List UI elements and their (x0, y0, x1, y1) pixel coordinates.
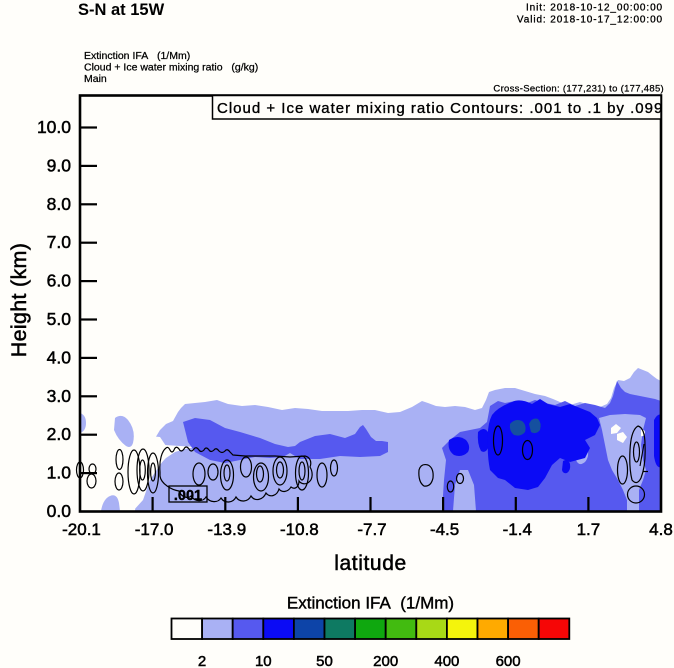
svg-text:-7.7: -7.7 (357, 520, 386, 539)
svg-text:2: 2 (198, 653, 206, 668)
svg-text:4.0: 4.0 (47, 347, 72, 367)
svg-text:Init: 2018-10-12_00:00:00: Init: 2018-10-12_00:00:00 (526, 3, 663, 14)
svg-text:8.0: 8.0 (47, 194, 72, 214)
svg-text:-13.9: -13.9 (207, 520, 246, 539)
svg-text:Main: Main (84, 73, 107, 85)
svg-text:10.0: 10.0 (37, 117, 71, 137)
svg-text:S-N at 15W: S-N at 15W (78, 1, 165, 19)
svg-text:0.0: 0.0 (47, 501, 72, 521)
svg-text:400: 400 (434, 653, 459, 668)
svg-text:200: 200 (373, 653, 398, 668)
svg-text:7.0: 7.0 (47, 232, 72, 252)
svg-text:-4.5: -4.5 (430, 520, 459, 539)
svg-text:1.7: 1.7 (577, 520, 601, 539)
svg-text:Valid: 2018-10-17_12:00:00: Valid: 2018-10-17_12:00:00 (517, 15, 663, 26)
svg-text:Height (km): Height (km) (7, 243, 31, 357)
svg-text:latitude: latitude (334, 552, 407, 575)
svg-text:-17.0: -17.0 (135, 520, 174, 539)
svg-text:Extinction IFA (1/Mm): Extinction IFA (1/Mm) (287, 594, 454, 613)
svg-text:50: 50 (316, 653, 333, 668)
svg-text:6.0: 6.0 (47, 271, 72, 291)
svg-text:Extinction IFA (1/Mm): Extinction IFA (1/Mm) (84, 50, 190, 62)
svg-text:-1.4: -1.4 (503, 520, 532, 539)
svg-text:Cloud + Ice water mixing ratio: Cloud + Ice water mixing ratio Contours:… (217, 100, 663, 117)
svg-text:.001: .001 (174, 488, 202, 504)
svg-text:-20.1: -20.1 (62, 520, 101, 539)
svg-text:10: 10 (255, 653, 272, 668)
svg-text:2.0: 2.0 (47, 424, 72, 444)
svg-text:1.0: 1.0 (47, 463, 72, 483)
svg-text:Cross-Section: (177,231) to (1: Cross-Section: (177,231) to (177,485) (493, 84, 664, 95)
svg-text:Cloud + Ice water mixing ratio: Cloud + Ice water mixing ratio (g/kg) (84, 62, 258, 74)
svg-text:600: 600 (496, 653, 521, 668)
svg-text:3.0: 3.0 (47, 386, 72, 406)
svg-text:9.0: 9.0 (47, 155, 72, 175)
svg-text:-10.8: -10.8 (280, 520, 319, 539)
svg-text:5.0: 5.0 (47, 309, 72, 329)
svg-text:4.8: 4.8 (649, 520, 673, 539)
